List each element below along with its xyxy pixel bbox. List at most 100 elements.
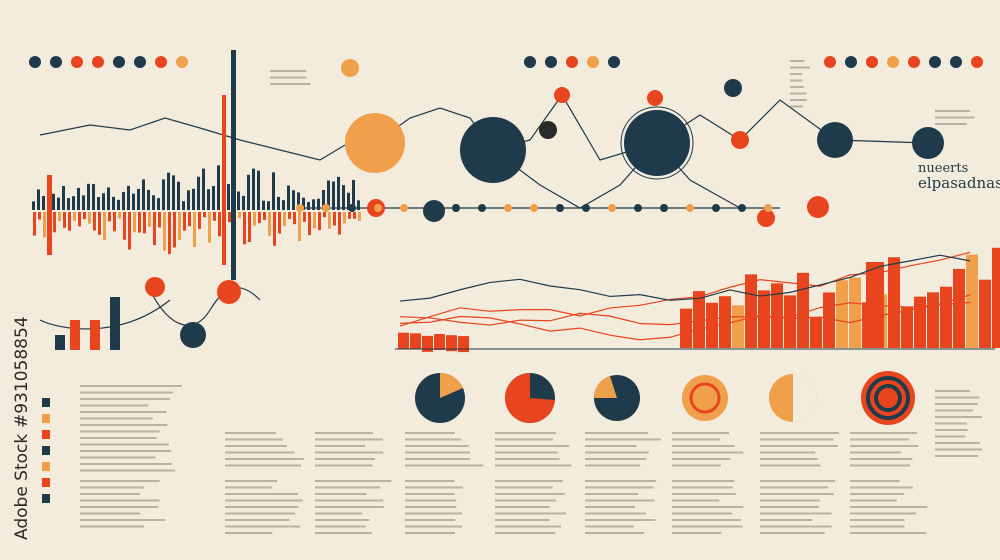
wave-bar [163,212,166,251]
wave-bar [287,185,290,210]
wave-bar [348,212,351,219]
text-line [495,451,558,454]
axis-dot [374,204,382,212]
wave-bar [197,176,200,210]
dot [587,56,599,68]
wave-bar [67,198,70,210]
wave-bar [278,212,281,234]
wave-bar [177,181,180,210]
text-line [80,430,160,433]
right-bar [680,308,692,348]
right-bar [719,296,731,348]
text-line [935,116,975,119]
text-line [80,456,156,459]
right-bar [706,302,718,348]
axis-dot [426,204,434,212]
dot [908,56,920,68]
text-line [495,532,556,534]
text-line [315,493,367,495]
wave-bar [113,212,116,232]
wave-bar [243,212,246,245]
text-line [790,73,803,75]
text-line [225,493,299,495]
tall-bar [231,50,236,280]
wave-bar [102,193,105,210]
wave-bar [323,212,326,218]
text-line [315,480,392,482]
wave-bar [52,193,55,210]
wave-bar [53,212,56,233]
wave-bar [103,212,106,240]
text-line [405,438,462,441]
trend-line [399,251,971,327]
trend-line [399,254,971,302]
right-bar [745,274,757,348]
text-line [495,512,567,515]
text-line [315,486,381,489]
wave-bar [357,200,360,210]
text-line [495,525,561,528]
wave-bar [167,172,170,210]
wave-bar [138,212,141,233]
text-line [672,445,735,447]
text-line [315,525,366,528]
text-line [225,486,272,489]
right-bar [823,292,835,348]
text-line [80,506,159,508]
text-line [585,445,637,447]
connector [39,117,346,161]
wave-bar [183,212,186,231]
text-line [585,519,656,521]
axis-dot [530,204,538,212]
wave-bar [98,212,101,235]
text-line [790,66,810,69]
right-bar [771,283,783,348]
text-line [495,499,557,502]
wave-bar [247,174,250,210]
wave-bar [112,196,115,210]
dot [92,56,104,68]
wave-bar [288,212,291,220]
axis-dot [712,204,720,212]
text-line [405,499,457,502]
node [145,277,165,297]
trend-line [399,301,971,326]
dot [113,56,125,68]
axis-dot [400,204,408,212]
text-line [80,424,168,426]
hub-ring [620,106,694,180]
wave-bar [312,199,315,210]
dot [608,56,620,68]
text-line [760,493,834,495]
tall-bar [222,95,226,265]
pie-slice [440,372,463,398]
text-line [790,105,803,108]
text-line [760,532,825,534]
right-bar [693,291,705,348]
text-line [850,532,927,534]
axis-dot [452,204,460,212]
text-line [585,438,661,441]
axis-dot [478,204,486,212]
wave-bar [202,168,205,210]
text-line [80,404,149,407]
text-line [225,525,301,528]
wave-bar [248,212,251,243]
wave-bar [38,212,41,220]
dot [845,56,857,68]
text-line [80,469,176,472]
text-line [585,486,654,489]
wave-bar [218,212,221,237]
wave-bar [122,191,125,210]
tall-bar [47,175,52,255]
node [647,90,663,106]
wave-bar [83,212,86,220]
hub [912,127,944,159]
wave-bar [63,212,66,228]
text-line [80,486,144,489]
dot [524,56,536,68]
wave-bar [92,184,95,210]
wave-bar [332,181,335,210]
dot [929,56,941,68]
connector [374,93,929,161]
